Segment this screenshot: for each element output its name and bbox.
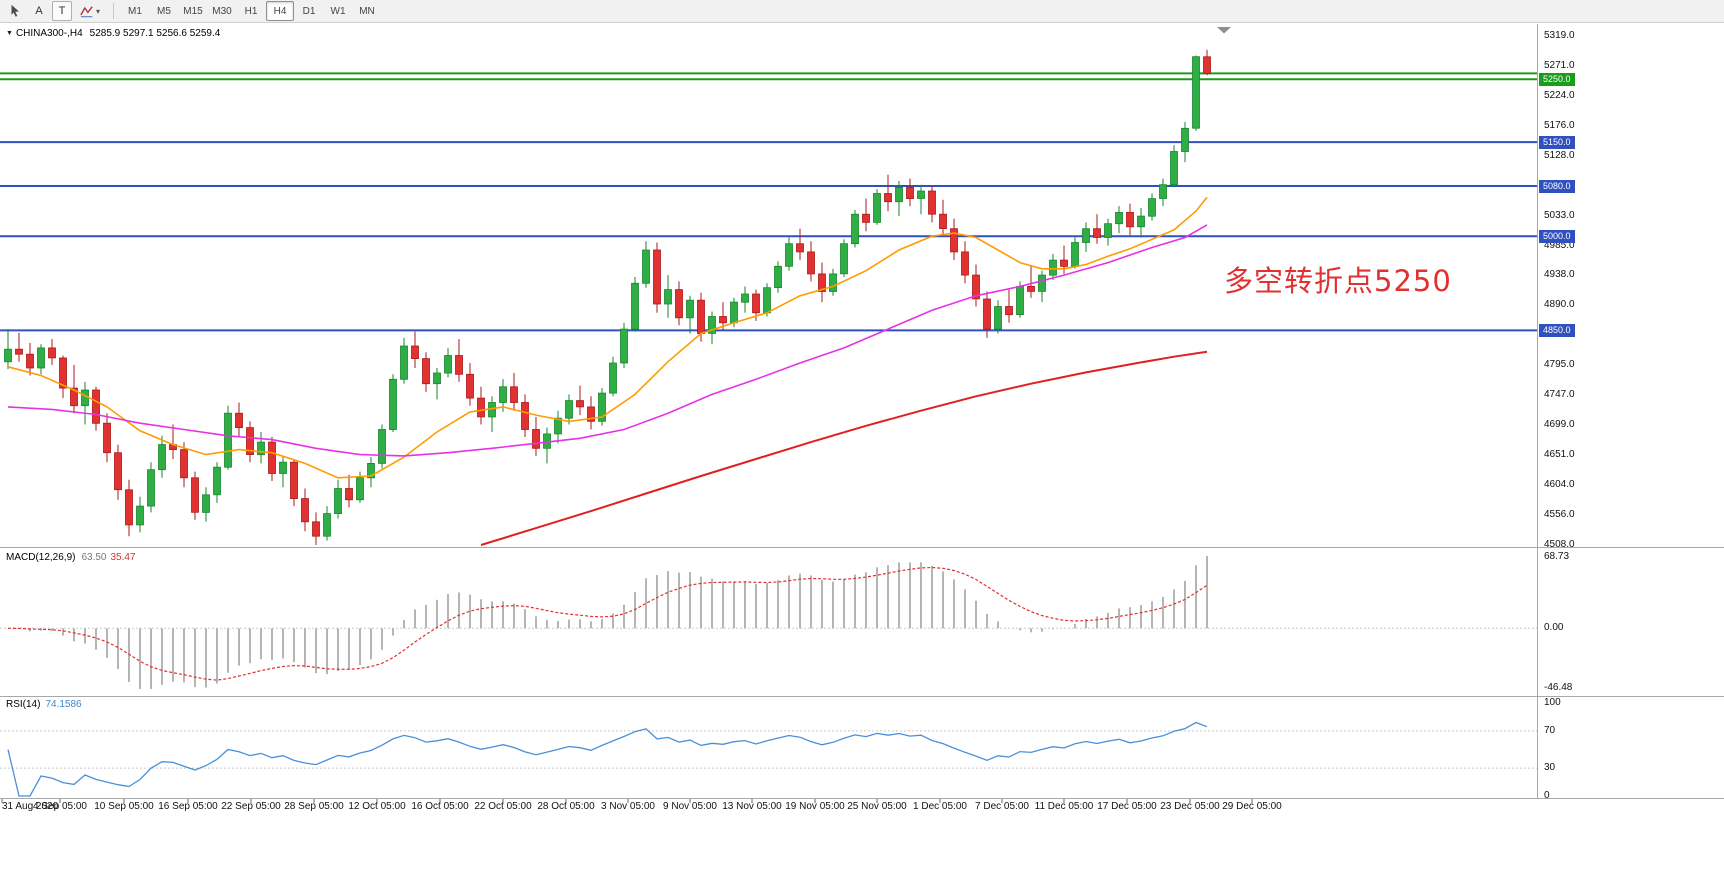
rsi-axis-label: 70 — [1544, 724, 1556, 736]
price-axis-label: 4556.0 — [1544, 508, 1575, 520]
time-axis-label: 17 Dec 05:00 — [1097, 801, 1157, 812]
text-label-tool-button[interactable]: T — [52, 1, 72, 21]
time-axis-label: 16 Oct 05:00 — [411, 801, 469, 812]
text-tool-button[interactable]: A — [35, 5, 43, 17]
time-axis-label: 22 Sep 05:00 — [221, 801, 281, 812]
time-axis-label: 13 Nov 05:00 — [722, 801, 782, 812]
time-axis-label: 11 Dec 05:00 — [1034, 801, 1094, 812]
macd-signal-line — [7, 566, 1208, 681]
price-axis-label: 5224.0 — [1544, 89, 1575, 101]
rsi-line — [7, 721, 1208, 797]
price-line-badge: 5250.0 — [1539, 72, 1575, 86]
pane-borders — [0, 24, 1724, 799]
rsi-axis-label: 100 — [1544, 697, 1561, 708]
drawing-tools-button[interactable]: ▾ — [74, 1, 106, 21]
macd-signal-value: 35.47 — [110, 552, 136, 563]
price-axis-label: 4938.0 — [1544, 269, 1575, 281]
toolbar-separator — [113, 3, 114, 19]
time-axis-label: 28 Oct 05:00 — [537, 801, 595, 812]
time-axis-label: 9 Nov 05:00 — [663, 801, 717, 812]
macd-name: MACD(12,26,9) — [6, 552, 76, 563]
timeframe-button-d1[interactable]: D1 — [302, 5, 316, 17]
timeframe-button-h4[interactable]: H4 — [266, 1, 294, 21]
price-line-badge: 5080.0 — [1539, 179, 1575, 193]
price-axis-label: 4699.0 — [1544, 419, 1575, 431]
candlestick-series — [4, 49, 1211, 545]
ma-fast-orange-line — [7, 196, 1208, 479]
time-axis-label: 12 Oct 05:00 — [348, 801, 406, 812]
pointer-icon — [11, 4, 19, 17]
time-axis-label: 1 Dec 05:00 — [913, 801, 967, 812]
pointer-tool-button[interactable] — [4, 1, 26, 21]
rsi-name: RSI(14) — [6, 699, 41, 710]
time-axis-label: 7 Dec 05:00 — [975, 801, 1029, 812]
rsi-indicator-label: RSI(14) 74.1586 — [6, 699, 82, 710]
zigzag-icon — [80, 5, 93, 17]
price-line-badge: 4850.0 — [1539, 323, 1575, 337]
time-axis-ticks — [1, 799, 1253, 803]
ma-mid-magenta-line — [7, 224, 1208, 457]
rsi-axis-label: 0 — [1544, 790, 1550, 801]
macd-histogram — [18, 556, 1208, 689]
price-axis-label: 4747.0 — [1544, 389, 1575, 400]
ohlc-values: 5285.9 5297.1 5256.6 5259.4 — [89, 28, 221, 39]
chart-toolbar: A T ▾ M1 M5 M15 M30 H1 H4 D1 W1 MN — [0, 0, 1724, 23]
timeframe-button-h1[interactable]: H1 — [244, 5, 258, 17]
price-axis-label: 5128.0 — [1544, 149, 1575, 161]
price-axis-label: 4890.0 — [1544, 299, 1575, 311]
price-line-badge: 5150.0 — [1539, 135, 1575, 149]
price-line-badge: 5000.0 — [1539, 229, 1575, 243]
chart-text-annotation[interactable]: 多空转折点5250 — [1224, 264, 1452, 298]
price-axis-label: 5319.0 — [1544, 30, 1575, 41]
macd-main-value: 63.50 — [81, 552, 107, 563]
rsi-axis-label: 30 — [1544, 762, 1556, 774]
time-axis-label: 10 Sep 05:00 — [94, 801, 154, 812]
dropdown-caret-icon: ▾ — [95, 6, 100, 16]
timeframe-button-w1[interactable]: W1 — [330, 5, 346, 17]
price-axis-label: 4985.0 — [1544, 239, 1575, 251]
price-axis-label: 4604.0 — [1544, 478, 1575, 490]
timeframe-button-m15[interactable]: M15 — [183, 5, 203, 17]
timeframe-button-mn[interactable]: MN — [359, 5, 375, 17]
macd-axis-label: 0.00 — [1544, 622, 1564, 634]
chart-shift-marker[interactable] — [1217, 27, 1231, 34]
time-axis-label: 23 Dec 05:00 — [1160, 801, 1220, 812]
price-axis-label: 5033.0 — [1544, 209, 1575, 221]
time-axis-label: 4 Sep 05:00 — [33, 801, 87, 812]
price-axis-label: 4795.0 — [1544, 358, 1575, 370]
timeframe-button-m1[interactable]: M1 — [128, 5, 142, 17]
time-axis-label: 16 Sep 05:00 — [158, 801, 218, 812]
price-axis-label: 5271.0 — [1544, 60, 1575, 72]
time-axis-label: 25 Nov 05:00 — [847, 801, 907, 812]
price-axis-label: 4651.0 — [1544, 449, 1575, 461]
timeframe-toolbar: M1 M5 M15 M30 H1 H4 D1 W1 MN — [121, 1, 381, 21]
timeframe-button-m5[interactable]: M5 — [157, 5, 171, 17]
macd-axis-label: 68.73 — [1544, 551, 1570, 562]
timeframe-button-m30[interactable]: M30 — [212, 5, 232, 17]
rsi-value: 74.1586 — [45, 699, 82, 710]
time-axis-label: 29 Dec 05:00 — [1222, 801, 1282, 812]
ma-slow-red-line — [480, 350, 1208, 546]
price-axis-label: 5176.0 — [1544, 119, 1575, 131]
symbol-marker-icon: ▼ — [6, 30, 13, 37]
time-axis-label: 19 Nov 05:00 — [785, 801, 845, 812]
time-axis-label: 31 Aug 2020 — [2, 801, 59, 812]
time-axis-label: 22 Oct 05:00 — [474, 801, 532, 812]
chart-header: ▼ CHINA300-,H4 5285.9 5297.1 5256.6 5259.4 — [6, 28, 220, 39]
time-axis-label: 28 Sep 05:00 — [284, 801, 344, 812]
macd-axis-label: -46.48 — [1544, 682, 1573, 693]
price-axis-label: 4508.0 — [1544, 539, 1575, 550]
time-axis-label: 3 Nov 05:00 — [601, 801, 655, 812]
symbol-period-label: CHINA300-,H4 — [15, 28, 83, 39]
macd-indicator-label: MACD(12,26,9) 63.50 35.47 — [6, 552, 136, 563]
